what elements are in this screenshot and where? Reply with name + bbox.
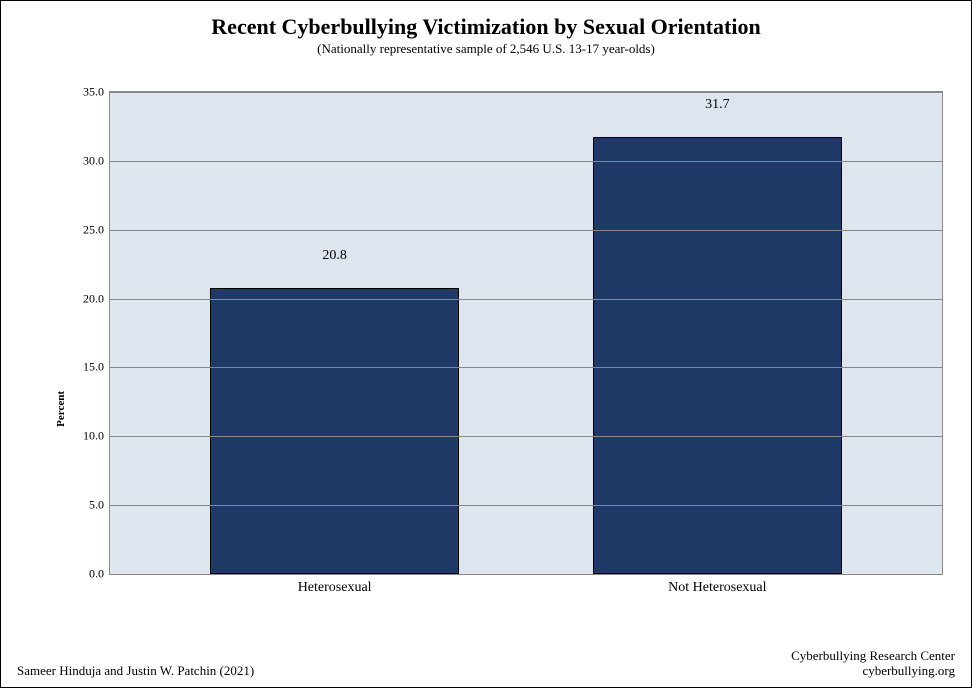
gridline [110, 230, 942, 231]
xtick-label: Not Heterosexual [668, 574, 766, 596]
bar [593, 137, 843, 574]
bar [210, 288, 460, 574]
footer-source: Cyberbullying Research Center cyberbully… [791, 648, 955, 679]
chart-subtitle: (Nationally representative sample of 2,5… [17, 41, 955, 57]
gridline [110, 299, 942, 300]
gridline [110, 505, 942, 506]
ytick-label: 15.0 [83, 360, 110, 375]
y-axis-label: Percent [55, 351, 67, 427]
chart-container: Recent Cyberbullying Victimization by Se… [0, 0, 972, 688]
ytick-label: 25.0 [83, 222, 110, 237]
gridline [110, 436, 942, 437]
chart-frame: Percent 20.831.7 0.05.010.015.020.025.03… [61, 91, 943, 611]
footer-source-line2: cyberbullying.org [791, 663, 955, 679]
footer-source-line1: Cyberbullying Research Center [791, 648, 955, 664]
bar-value-label: 20.8 [322, 248, 347, 268]
ytick-label: 10.0 [83, 429, 110, 444]
ytick-label: 5.0 [89, 498, 110, 513]
xtick-label: Heterosexual [298, 574, 372, 596]
plot-area: 20.831.7 0.05.010.015.020.025.030.035.0H… [109, 91, 943, 575]
gridline [110, 161, 942, 162]
chart-title: Recent Cyberbullying Victimization by Se… [17, 15, 955, 39]
bar-value-label: 31.7 [705, 97, 730, 117]
ytick-label: 20.0 [83, 291, 110, 306]
bars-layer: 20.8 31.7 [110, 92, 942, 574]
gridline [110, 367, 942, 368]
gridline [110, 92, 942, 93]
footer-attribution: Sameer Hinduja and Justin W. Patchin (20… [17, 663, 254, 679]
ytick-label: 30.0 [83, 153, 110, 168]
ytick-label: 35.0 [83, 85, 110, 100]
ytick-label: 0.0 [89, 567, 110, 582]
